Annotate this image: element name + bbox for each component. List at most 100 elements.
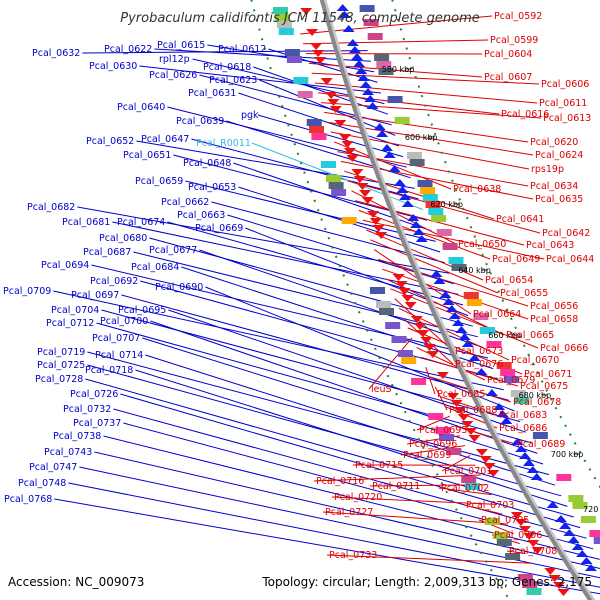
gene-label-right: Pcal_0654 [485,275,533,286]
label-connector [79,466,600,579]
forward-gene-arrow [461,340,474,347]
label-connector [425,367,436,395]
forward-gene-arrow [526,466,539,473]
gene-label-right: Pcal_0592 [494,11,542,22]
gene-block-left [442,243,458,250]
label-connector [96,322,532,444]
forward-gene-arrow [399,193,412,200]
forward-gene-arrow [338,11,351,18]
gene-label-left: Pcal_0748 [18,478,66,489]
label-connector [173,154,428,221]
gene-label-left: pgk [241,110,259,121]
gene-label-right: Pcal_0688 [449,405,497,416]
forward-gene-arrow [393,179,406,186]
label-connector [120,393,581,529]
reverse-gene-arrow [306,29,319,36]
label-connector [416,415,450,431]
reverse-gene-arrow [487,470,500,477]
gene-label-right: Pcal_0650 [458,239,506,250]
gene-label-right: Pcal_0701 [444,466,492,477]
gene-label-left: Pcal_0690 [155,282,203,293]
label-connector [199,249,483,348]
forward-gene-arrow [342,25,355,32]
gene-label-left: Pcal_0704 [51,305,99,316]
gene-label-right: Pcal_0607 [484,72,532,83]
label-connector [366,229,484,281]
label-connector [370,239,499,294]
gene-block-right [297,91,313,98]
gene-label-left: Pcal_0681 [62,217,110,228]
gene-label-right: Pcal_0699 [403,450,451,461]
reverse-gene-arrow [343,148,356,155]
forward-gene-arrow [366,102,379,109]
label-connector [113,408,587,539]
reverse-gene-arrow [423,344,436,351]
gene-block-left [378,68,394,75]
gene-block-left [428,208,444,215]
reverse-gene-arrow [392,274,405,281]
gene-label-left: Pcal_0680 [99,233,147,244]
reverse-gene-arrow [544,568,557,575]
gene-label-right: Pcal_0658 [530,314,578,325]
gene-label-right: Pcal_0696 [409,439,457,450]
gene-labels: Pcal_0632 Pcal_0622 Pcal_0615 Pcal_0612 Pcal… [3,11,594,561]
gene-block-left [425,201,441,208]
forward-gene-arrow [396,186,409,193]
forward-gene-arrow [348,46,361,53]
gene-label-left: Pcal_0719 [37,347,85,358]
gene-label-right: Pcal_0686 [499,423,547,434]
reverse-gene-arrow [457,414,470,421]
gene-block-right [428,413,444,420]
gene-label-right: Pcal_0620 [530,137,578,148]
kbp-scale: 580 kbp 600 kbp 620 kbp 640 kbp 660 kbp 680 k… [382,65,600,514]
gene-block-right [411,378,427,385]
gene-block-right [435,427,451,434]
gene-block-left [448,257,464,264]
gene-label-right: Pcal_0649 [492,254,540,265]
label-connector [68,482,600,588]
label-connector [400,445,466,456]
forward-gene-arrow [412,228,425,235]
label-connector [308,62,483,78]
reverse-gene-arrow [359,190,372,197]
reverse-gene-arrow [329,106,342,113]
forward-gene-arrow [448,312,461,319]
gene-label-right: Pcal_0624 [535,150,583,161]
label-connector [91,264,489,359]
reverse-gene-arrow [312,50,325,57]
gene-block-left [463,292,479,299]
gene-block-left [431,215,447,222]
label-connector [87,364,562,497]
label-connector [185,180,436,242]
reverse-gene-arrow [314,57,327,64]
forward-gene-arrow [357,74,370,81]
kbp-label: 620 kbp [430,200,463,209]
forward-gene-arrow [353,60,366,67]
gene-label-left: Pcal_0626 [149,70,197,81]
gene-block-right [385,322,401,329]
forward-gene-arrow [530,473,543,480]
gene-block-right [401,357,417,364]
reverse-gene-arrow [351,169,364,176]
gene-block-right [321,161,336,168]
reverse-gene-arrow [361,197,374,204]
gene-label-left: Pcal_0687 [83,247,131,258]
gene-label-right: Pcal_0656 [530,301,578,312]
gene-block-right [391,336,407,343]
reverse-gene-arrow [553,582,566,589]
reverse-gene-arrow [450,400,463,407]
label-connector [167,221,464,306]
gene-label-right: Pcal_0703 [466,500,514,511]
gene-label-left: Pcal_0726 [70,389,118,400]
accession-text: Accession: NC_009073 [8,575,144,589]
forward-gene-arrow [485,389,498,396]
forward-gene-arrow [364,95,377,102]
gene-block-left [417,180,433,187]
gene-block-left [451,264,467,271]
gene-block-right [439,434,454,441]
forward-gene-arrow [388,165,401,172]
gene-label-right: Pcal_0689 [517,439,565,450]
gene-block-right [309,126,324,133]
label-connector [53,290,504,391]
reverse-gene-arrow [420,337,433,344]
